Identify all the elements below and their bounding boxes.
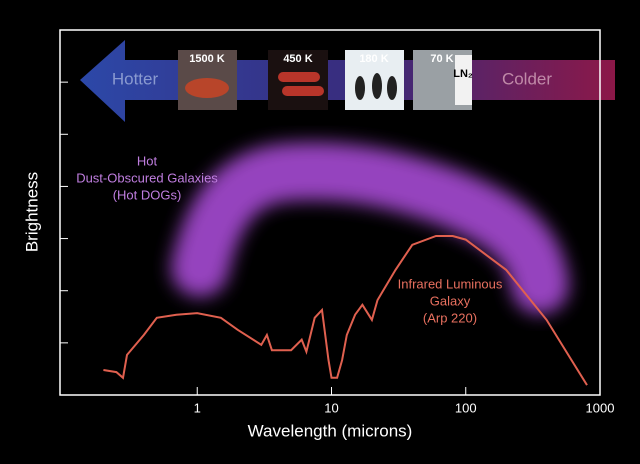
temperature-label: 450 K <box>283 53 312 65</box>
annotation: Galaxy <box>430 293 471 308</box>
x-tick-label: 1000 <box>586 400 615 415</box>
penguin <box>387 76 397 100</box>
hot-dog-band <box>171 142 569 314</box>
spectrum-line <box>103 235 588 386</box>
hotter-label: Hotter <box>112 69 159 88</box>
y-axis-label: Brightness <box>22 172 41 252</box>
annotation: (Hot DOGs) <box>113 187 182 202</box>
temperature-label: 1500 K <box>189 53 225 65</box>
x-tick-label: 100 <box>455 400 477 415</box>
hotdog <box>278 72 320 82</box>
annotation: Infrared Luminous <box>398 276 503 291</box>
lava-glow <box>185 78 229 98</box>
hotdog <box>282 86 324 96</box>
penguin <box>355 76 365 100</box>
temperature-label: 180 K <box>359 53 388 65</box>
x-tick-label: 1 <box>194 400 201 415</box>
annotation: (Arp 220) <box>423 310 477 325</box>
ln2-tag: LN₂ <box>453 68 473 80</box>
annotation: Hot <box>137 153 158 168</box>
annotation: Dust-Obscured Galaxies <box>76 170 218 185</box>
penguin <box>372 73 382 99</box>
x-axis-label: Wavelength (microns) <box>248 421 413 440</box>
colder-label: Colder <box>502 69 552 88</box>
temperature-label: 70 K <box>430 53 453 65</box>
plot-frame <box>59 29 601 396</box>
x-tick-label: 10 <box>324 400 338 415</box>
nitrogen-tank <box>455 55 472 105</box>
